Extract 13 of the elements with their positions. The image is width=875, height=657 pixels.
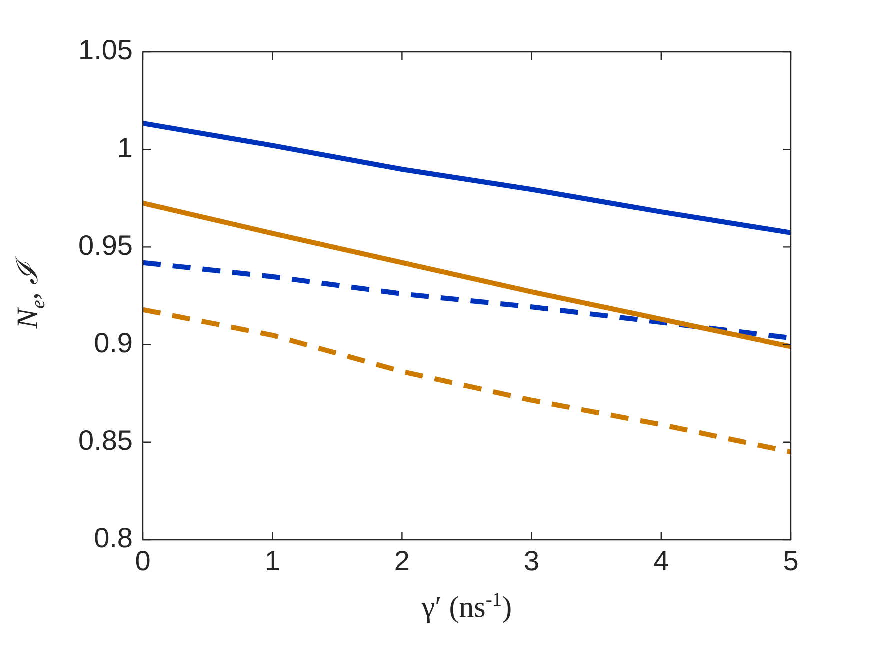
x-tick-label: 0 xyxy=(135,546,151,577)
y-tick-label: 0.9 xyxy=(94,328,133,359)
x-tick-label: 5 xyxy=(783,546,799,577)
y-tick-label: 0.95 xyxy=(78,230,133,261)
y-tick-label: 1.05 xyxy=(78,34,133,66)
y-tick-label: 0.8 xyxy=(94,522,133,554)
x-axis-title: γ′ (ns$^{-1}$) xyxy=(420,590,514,625)
x-tick-label: 2 xyxy=(394,546,410,577)
x-tick-label: 1 xyxy=(264,546,280,577)
y-tick-label: 1 xyxy=(117,132,133,164)
x-tick-label: 3 xyxy=(524,546,540,577)
x-tick-label: 4 xyxy=(654,546,670,577)
y-tick-label: 0.85 xyxy=(78,425,133,456)
